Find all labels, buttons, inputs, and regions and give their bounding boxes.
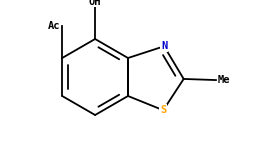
Text: OH: OH — [89, 0, 101, 7]
Text: N: N — [161, 41, 167, 51]
Text: Ac: Ac — [48, 21, 60, 31]
Text: S: S — [160, 105, 166, 115]
Text: Me: Me — [218, 75, 231, 85]
